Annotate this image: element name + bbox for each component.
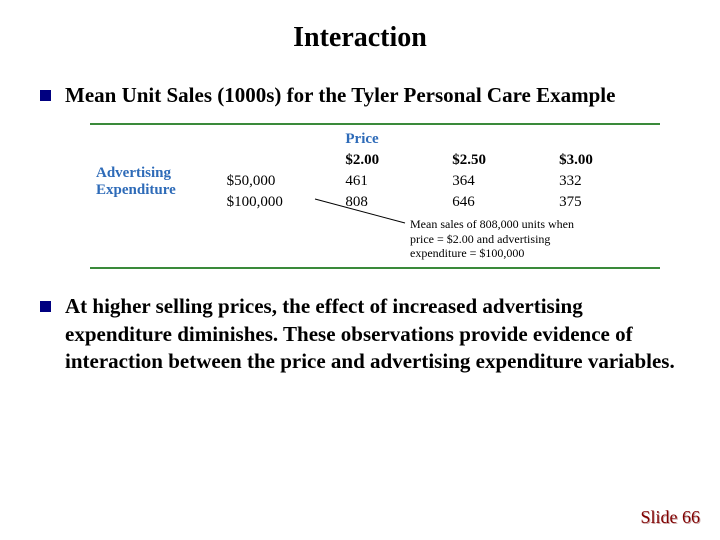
bullet-2-text: At higher selling prices, the effect of … — [65, 293, 680, 375]
row1-label: $50,000 — [221, 171, 340, 192]
data-table-region: Price Advertising Expenditure $2.00 $2.5… — [90, 123, 660, 269]
row1-v1: 461 — [339, 171, 446, 192]
bullet-2: At higher selling prices, the effect of … — [0, 293, 720, 375]
row1-v3: 332 — [553, 171, 660, 192]
rule-bottom — [90, 267, 660, 269]
row-header: Advertising Expenditure — [90, 150, 221, 213]
slide-footer: Slide 66 Slide 66 — [640, 507, 700, 528]
price-header: Price — [339, 129, 660, 150]
row1-v2: 364 — [446, 171, 553, 192]
bullet-1-text: Mean Unit Sales (1000s) for the Tyler Pe… — [65, 82, 615, 109]
callout-l2: price = $2.00 and advertising — [410, 232, 550, 246]
callout-l3: expenditure = $100,000 — [410, 246, 524, 260]
bullet-1: Mean Unit Sales (1000s) for the Tyler Pe… — [0, 82, 720, 109]
row-header-l2: Expenditure — [96, 182, 176, 198]
col-2: $2.50 — [446, 150, 553, 171]
slide-title: Interaction — [0, 0, 720, 54]
col-1: $2.00 — [339, 150, 446, 171]
callout-text: Mean sales of 808,000 units when price =… — [410, 217, 574, 260]
bullet-icon — [40, 90, 51, 101]
footer-slide-num: 66 — [682, 507, 700, 527]
callout-l1: Mean sales of 808,000 units when — [410, 217, 574, 231]
col-3: $3.00 — [553, 150, 660, 171]
callout-arrow-icon — [305, 197, 415, 227]
rule-top — [90, 123, 660, 125]
row-header-l1: Advertising — [96, 165, 171, 181]
row2-v3: 375 — [553, 192, 660, 213]
bullet-icon — [40, 301, 51, 312]
row2-v2: 646 — [446, 192, 553, 213]
footer-slide-label: Slide — [640, 507, 677, 527]
